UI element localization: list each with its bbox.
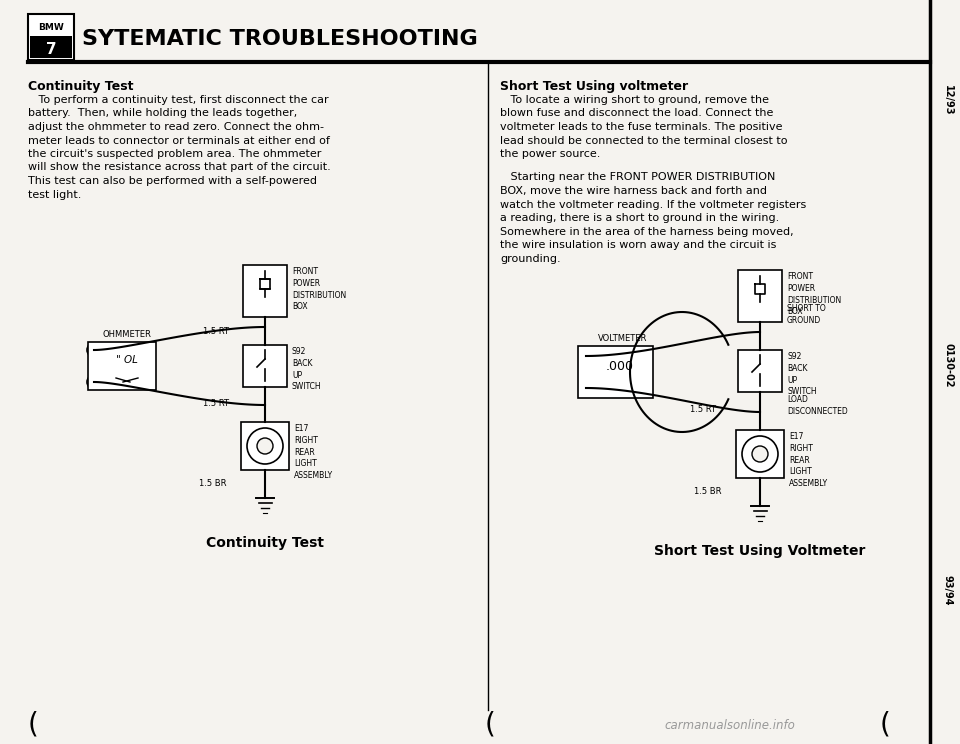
Text: Starting near the FRONT POWER DISTRIBUTION
BOX, move the wire harness back and f: Starting near the FRONT POWER DISTRIBUTI… (500, 173, 806, 264)
Text: OHMMETER: OHMMETER (103, 330, 152, 339)
Bar (738, 350, 782, 392)
Text: meter leads to connector or terminals at either end of: meter leads to connector or terminals at… (28, 135, 330, 146)
Text: lead should be connected to the terminal closest to: lead should be connected to the terminal… (500, 135, 787, 146)
Text: blown fuse and disconnect the load. Connect the: blown fuse and disconnect the load. Conn… (500, 109, 774, 118)
Text: To locate a wiring short to ground, remove the: To locate a wiring short to ground, remo… (500, 95, 769, 105)
Text: the circuit's suspected problem area. The ohmmeter: the circuit's suspected problem area. Th… (28, 149, 322, 159)
Text: Short Test Using Voltmeter: Short Test Using Voltmeter (655, 544, 866, 558)
Text: 0130-02: 0130-02 (943, 343, 953, 387)
Text: 7: 7 (46, 42, 57, 57)
Text: 1.5 BR: 1.5 BR (694, 487, 722, 496)
Text: SHORT TO
GROUND: SHORT TO GROUND (787, 304, 826, 325)
Text: S92
BACK
UP
SWITCH: S92 BACK UP SWITCH (292, 347, 322, 391)
Text: This test can also be performed with a self-powered: This test can also be performed with a s… (28, 176, 317, 186)
Text: .000: .000 (606, 361, 634, 373)
Text: Short Test Using voltmeter: Short Test Using voltmeter (500, 80, 688, 93)
Circle shape (579, 381, 593, 395)
Circle shape (742, 436, 778, 472)
Text: BMW: BMW (38, 24, 64, 33)
Text: 93/94: 93/94 (943, 575, 953, 606)
Text: Continuity Test: Continuity Test (206, 536, 324, 550)
Circle shape (87, 343, 101, 357)
Circle shape (257, 438, 273, 454)
Circle shape (579, 349, 593, 363)
Text: E17
RIGHT
REAR
LIGHT
ASSEMBLY: E17 RIGHT REAR LIGHT ASSEMBLY (789, 432, 828, 488)
Bar (88, 342, 156, 390)
Text: Continuity Test: Continuity Test (28, 80, 133, 93)
Text: test light.: test light. (28, 190, 82, 199)
Bar (30, 36, 72, 58)
Text: 12/93: 12/93 (943, 85, 953, 115)
Text: 1.5 BR: 1.5 BR (199, 479, 227, 489)
Circle shape (752, 446, 768, 462)
Circle shape (87, 375, 101, 389)
Text: FRONT
POWER
DISTRIBUTION
BOX: FRONT POWER DISTRIBUTION BOX (292, 267, 347, 312)
Text: voltmeter leads to the fuse terminals. The positive: voltmeter leads to the fuse terminals. T… (500, 122, 782, 132)
Bar (736, 430, 784, 478)
Text: VOLTMETER: VOLTMETER (598, 334, 647, 343)
Bar (241, 422, 289, 470)
Text: (: ( (28, 710, 38, 738)
Text: the power source.: the power source. (500, 149, 600, 159)
Bar (243, 265, 287, 317)
Text: will show the resistance across that part of the circuit.: will show the resistance across that par… (28, 162, 331, 173)
Text: LOAD
DISCONNECTED: LOAD DISCONNECTED (787, 395, 848, 416)
Text: (: ( (880, 710, 891, 738)
Text: E17
RIGHT
REAR
LIGHT
ASSEMBLY: E17 RIGHT REAR LIGHT ASSEMBLY (294, 424, 333, 480)
Text: " OL: " OL (116, 355, 138, 365)
Text: SYTEMATIC TROUBLESHOOTING: SYTEMATIC TROUBLESHOOTING (82, 29, 478, 49)
Bar (28, 14, 74, 60)
Text: To perform a continuity test, first disconnect the car: To perform a continuity test, first disc… (28, 95, 328, 105)
Text: FRONT
POWER
DISTRIBUTION
BOX: FRONT POWER DISTRIBUTION BOX (787, 272, 841, 316)
Text: (: ( (485, 710, 495, 738)
Circle shape (247, 428, 283, 464)
Text: S92
BACK
UP
SWITCH: S92 BACK UP SWITCH (787, 352, 817, 397)
Bar (738, 270, 782, 322)
Text: battery.  Then, while holding the leads together,: battery. Then, while holding the leads t… (28, 109, 298, 118)
Bar (243, 345, 287, 387)
Text: 1.5 RT: 1.5 RT (203, 327, 229, 336)
Text: 1.5 RT: 1.5 RT (203, 400, 229, 408)
Text: carmanualsonline.info: carmanualsonline.info (664, 719, 796, 732)
Text: 1.5 RT: 1.5 RT (690, 405, 716, 414)
Bar (578, 346, 653, 398)
Text: adjust the ohmmeter to read zero. Connect the ohm-: adjust the ohmmeter to read zero. Connec… (28, 122, 324, 132)
